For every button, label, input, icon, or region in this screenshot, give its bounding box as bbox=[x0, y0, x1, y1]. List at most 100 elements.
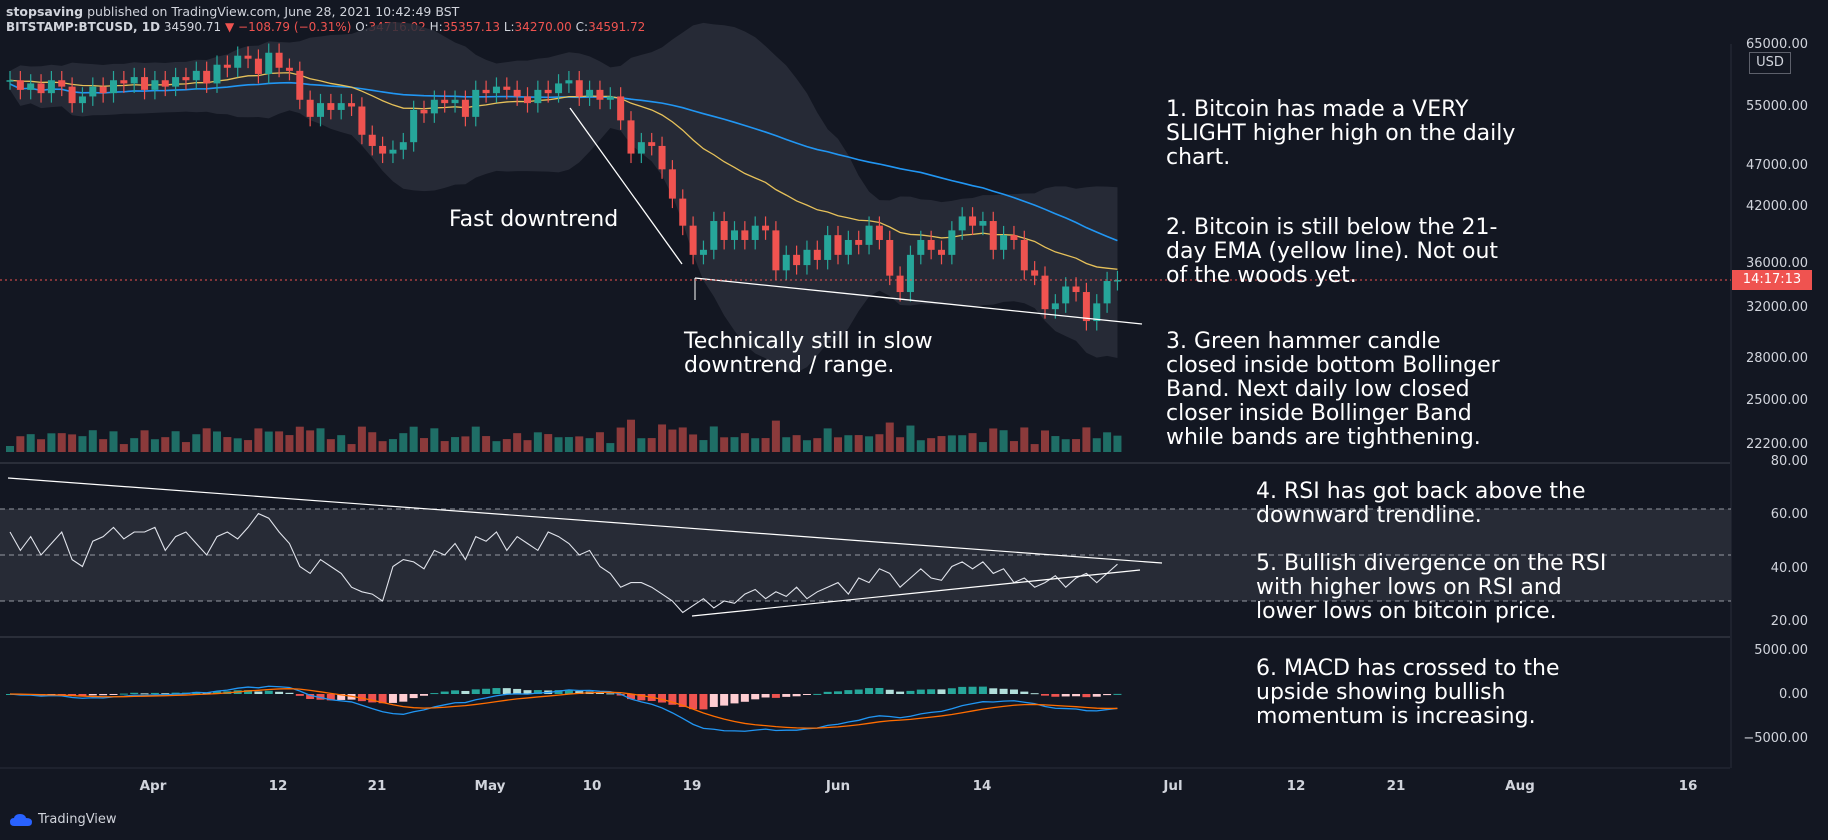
volume-bar bbox=[1072, 439, 1081, 452]
currency-label[interactable]: USD bbox=[1749, 52, 1791, 74]
macd-histogram-bar bbox=[295, 694, 304, 696]
candle bbox=[213, 64, 221, 84]
volume-bar bbox=[544, 434, 553, 452]
candle bbox=[886, 239, 894, 276]
macd-histogram-bar bbox=[606, 693, 615, 695]
price-axis-tick: 28000.00 bbox=[1746, 351, 1808, 366]
ema21-line bbox=[9, 72, 1118, 270]
macd-histogram-bar bbox=[834, 691, 842, 694]
annotation-fast-downtrend: Fast downtrend bbox=[449, 207, 619, 232]
candle bbox=[472, 89, 480, 117]
candle bbox=[420, 109, 428, 114]
publish-info: published on TradingView.com, June 28, 2… bbox=[83, 4, 460, 19]
candle bbox=[337, 103, 345, 110]
macd-histogram-bar bbox=[1072, 694, 1081, 697]
volume-bar bbox=[564, 437, 573, 452]
price-axis-tick: 47000.00 bbox=[1746, 158, 1808, 173]
macd-histogram-bar bbox=[399, 694, 408, 702]
volume-bar bbox=[150, 439, 159, 452]
macd-histogram-bar bbox=[513, 688, 522, 694]
volume-bar bbox=[978, 442, 987, 452]
macd-histogram-bar bbox=[461, 690, 470, 694]
candle bbox=[1000, 235, 1008, 250]
macd-histogram-bar bbox=[678, 694, 687, 708]
macd-histogram-bar bbox=[771, 694, 780, 698]
macd-histogram-bar bbox=[78, 694, 87, 697]
candle bbox=[223, 64, 231, 68]
author-name[interactable]: stopsaving bbox=[6, 4, 84, 19]
volume-bar bbox=[254, 428, 263, 452]
candle bbox=[1041, 275, 1049, 310]
macd-histogram-bar bbox=[388, 694, 397, 703]
macd-histogram-bar bbox=[658, 694, 667, 703]
macd-histogram-bar bbox=[337, 694, 346, 700]
candle bbox=[989, 221, 997, 250]
annotation-2: 2. Bitcoin is still below the 21- day EM… bbox=[1166, 215, 1499, 288]
macd-histogram-bar bbox=[119, 693, 128, 695]
brand-label[interactable]: TradingView bbox=[38, 812, 117, 827]
macd-histogram-bar bbox=[378, 694, 387, 704]
macd-histogram-bar bbox=[368, 694, 377, 703]
macd-line bbox=[9, 685, 1118, 732]
macd-histogram-bar bbox=[554, 690, 563, 694]
time-axis-tick: 12 bbox=[269, 778, 288, 794]
trendline-slow-lower bbox=[694, 277, 1143, 325]
volume-bar bbox=[616, 427, 625, 452]
annotation-6: 6. MACD has crossed to the upside showin… bbox=[1256, 656, 1560, 729]
macd-histogram-bar bbox=[865, 688, 874, 694]
price-axis-tick: 36000.00 bbox=[1746, 256, 1808, 271]
macd-histogram-bar bbox=[896, 691, 905, 694]
volume-bar bbox=[554, 437, 563, 452]
candle bbox=[772, 230, 780, 271]
macd-histogram-bar bbox=[440, 691, 449, 694]
volume-bar bbox=[275, 431, 284, 452]
candle bbox=[172, 77, 180, 87]
macd-histogram-bar bbox=[906, 690, 915, 694]
candle bbox=[110, 80, 117, 94]
volume-bar bbox=[834, 437, 842, 452]
candle bbox=[1093, 303, 1101, 322]
time-axis-tick: 21 bbox=[1387, 778, 1406, 794]
bollinger-band bbox=[10, 21, 1118, 373]
annotation-1: 1. Bitcoin has made a VERY SLIGHT higher… bbox=[1166, 97, 1516, 170]
macd-axis-tick: −5000.00 bbox=[1743, 731, 1808, 746]
macd-histogram-bar bbox=[275, 691, 284, 694]
candle bbox=[906, 254, 914, 293]
macd-histogram-bar bbox=[523, 690, 532, 694]
volume-bar bbox=[1020, 427, 1029, 452]
macd-histogram-bar bbox=[958, 686, 967, 694]
macd-histogram-bar bbox=[1082, 694, 1091, 698]
candle bbox=[855, 239, 863, 245]
macd-histogram-bar bbox=[627, 694, 635, 700]
candle bbox=[27, 83, 35, 90]
volume-bar bbox=[37, 439, 46, 452]
macd-histogram-bar bbox=[254, 691, 263, 694]
candle bbox=[461, 99, 469, 117]
symbol-label[interactable]: BITSTAMP:BTCUSD, 1D bbox=[6, 20, 161, 34]
macd-histogram-bar bbox=[430, 693, 439, 695]
candle bbox=[306, 99, 314, 117]
price-change: ▼ −108.79 (−0.31%) bbox=[224, 20, 352, 34]
macd-histogram-bar bbox=[409, 694, 418, 699]
volume-bar bbox=[26, 434, 35, 452]
volume-bar bbox=[16, 436, 25, 452]
macd-histogram-bar bbox=[109, 694, 118, 695]
candle bbox=[741, 230, 749, 240]
volume-bar bbox=[409, 426, 418, 452]
candle bbox=[430, 99, 438, 114]
candle bbox=[513, 89, 521, 97]
volume-bar bbox=[875, 434, 884, 452]
candle bbox=[555, 83, 563, 94]
macd-histogram-bar bbox=[1020, 691, 1029, 694]
volume-bar bbox=[202, 428, 211, 452]
macd-histogram-bar bbox=[130, 692, 139, 694]
volume-bar bbox=[740, 433, 749, 452]
macd-histogram-bar bbox=[844, 690, 853, 694]
volume-bar bbox=[68, 434, 77, 452]
macd-histogram-bar bbox=[875, 687, 884, 694]
volume-bar bbox=[1051, 436, 1060, 452]
candle bbox=[834, 235, 842, 255]
volume-bar bbox=[130, 438, 139, 452]
macd-axis-tick: 0.00 bbox=[1779, 687, 1808, 702]
